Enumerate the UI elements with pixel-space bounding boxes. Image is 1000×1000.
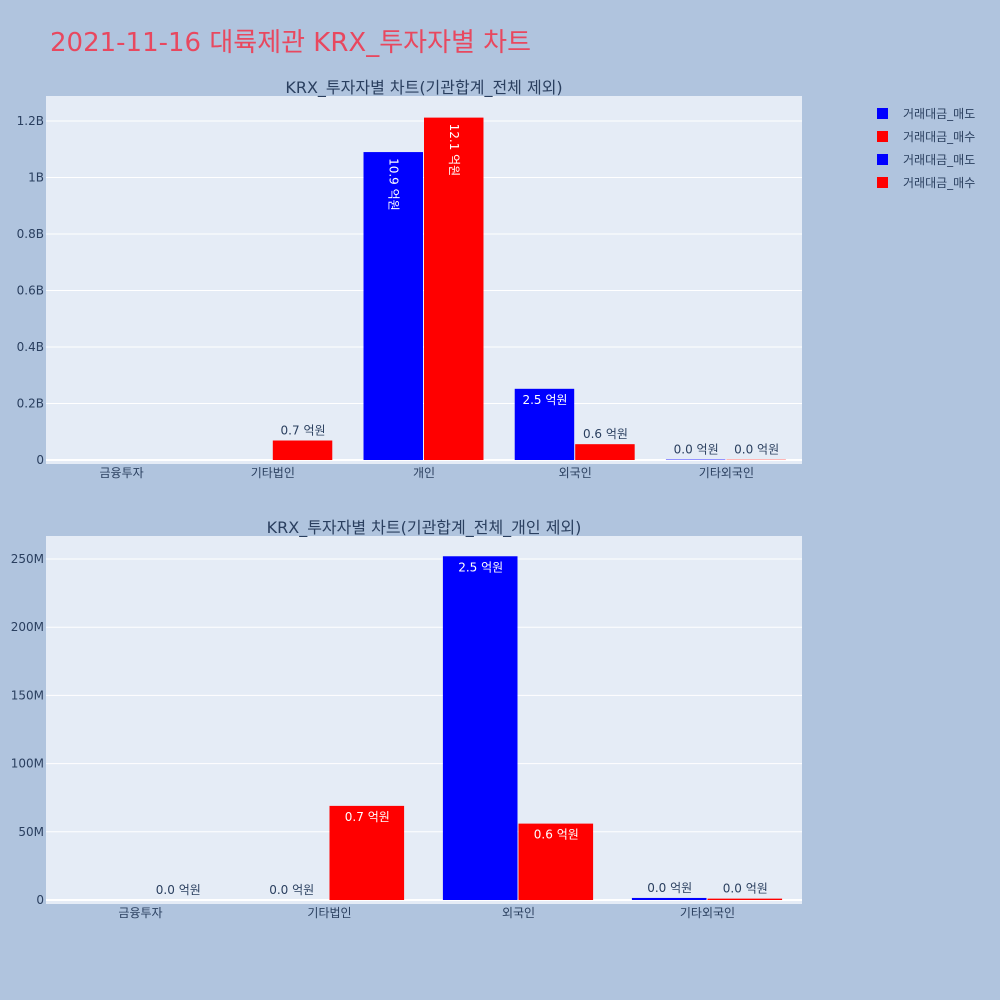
y-tick-label: 0 (36, 453, 44, 467)
x-tick-label: 기타법인 (307, 906, 351, 920)
data-label: 2.5 억원 (458, 560, 503, 574)
y-tick-label: 1B (28, 171, 44, 185)
y-tick-label: 0.8B (17, 227, 44, 241)
x-tick-label: 기타외국인 (680, 906, 735, 920)
x-tick-label: 외국인 (502, 906, 535, 920)
legend-swatch (877, 177, 888, 188)
bar (442, 556, 518, 900)
data-label: 0.0 억원 (723, 882, 768, 896)
data-label: 12.1 억원 (447, 124, 461, 177)
data-label: 0.0 억원 (156, 883, 201, 897)
bar (424, 117, 484, 461)
x-tick-label: 금융투자 (100, 466, 144, 480)
x-tick-label: 기타외국인 (699, 466, 754, 480)
chart-title: KRX_투자자별 차트(기관합계_전체 제외) (285, 78, 562, 98)
y-tick-label: 200M (11, 620, 44, 634)
bar (518, 823, 594, 900)
y-tick-label: 0.6B (17, 284, 44, 298)
x-tick-label: 기타법인 (251, 466, 295, 480)
chart-1: 0 0.2B 0.4B 0.6B 0.8B 1B 1.2B KRX_투자자별 차트(기관합계_… (17, 78, 802, 480)
y-tick-label: 50M (18, 825, 44, 839)
data-label: 0.0 억원 (269, 883, 314, 897)
legend-label: 거래대금_매수 (903, 176, 975, 190)
legend-swatch (877, 154, 888, 165)
legend-label: 거래대금_매도 (903, 107, 975, 121)
legend-label: 거래대금_매수 (903, 130, 975, 144)
y-tick-label: 150M (11, 688, 44, 702)
y-tick-label: 0.4B (17, 340, 44, 354)
y-tick-label: 0.2B (17, 397, 44, 411)
bar (631, 897, 707, 900)
plot-area (46, 536, 802, 904)
y-tick-label: 1.2B (17, 114, 44, 128)
data-label: 0.7 억원 (345, 810, 390, 824)
data-label: 0.6 억원 (583, 427, 628, 441)
x-tick-label: 금융투자 (118, 906, 162, 920)
page-title: 2021-11-16 대륙제관 KRX_투자자별 차트 (50, 28, 532, 58)
data-label: 0.7 억원 (281, 424, 326, 438)
chart-2: 0 50M 100M 150M 200M 250M KRX_투자자별 차트(기관합계_전체_… (11, 518, 802, 920)
x-tick-label: 개인 (413, 466, 435, 480)
bar (363, 152, 423, 460)
bar (272, 440, 333, 460)
legend-swatch (877, 108, 888, 119)
data-label: 0.0 억원 (734, 443, 779, 457)
bar (575, 444, 635, 460)
bar (329, 805, 405, 900)
legend-label: 거래대금_매도 (903, 153, 975, 167)
data-label: 0.0 억원 (647, 881, 692, 895)
bar (514, 388, 575, 460)
y-tick-label: 250M (11, 552, 44, 566)
data-label: 0.0 억원 (674, 443, 719, 457)
x-tick-label: 외국인 (559, 466, 592, 480)
chart-title: KRX_투자자별 차트(기관합계_전체_개인 제외) (267, 518, 582, 538)
bar (707, 898, 783, 900)
data-label: 2.5 억원 (522, 393, 567, 407)
data-label: 10.9 억원 (387, 158, 401, 211)
data-label: 0.6 억원 (534, 828, 579, 842)
y-tick-label: 0 (36, 893, 44, 907)
y-tick-label: 100M (11, 757, 44, 771)
legend-swatch (877, 131, 888, 142)
